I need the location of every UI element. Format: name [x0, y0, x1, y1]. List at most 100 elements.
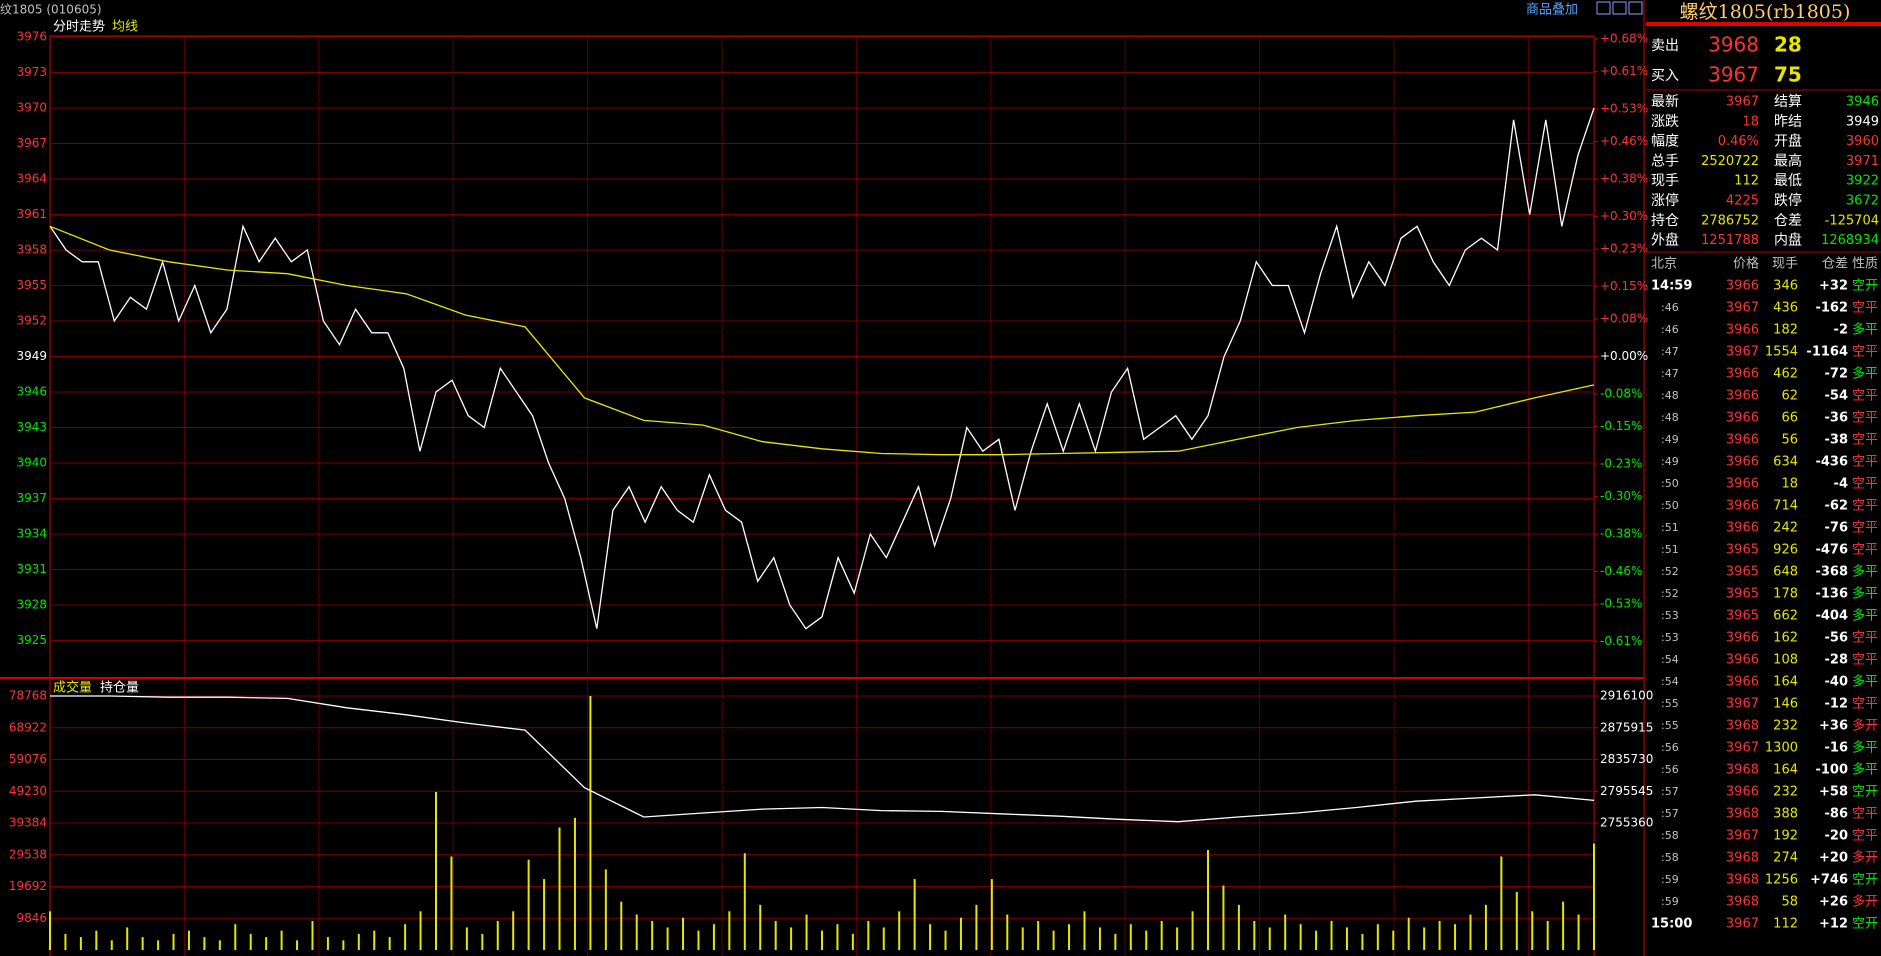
volume-bar [944, 930, 947, 950]
tick-nature: 多平 [1852, 762, 1878, 778]
tick-volume: 232 [1773, 719, 1798, 734]
tick-oi-change: -476 [1815, 543, 1848, 558]
tick-volume: 62 [1781, 389, 1798, 404]
tick-time: :59 [1661, 873, 1679, 886]
y-tick-label: 3973 [16, 65, 47, 79]
volume-bar [126, 927, 129, 950]
volume-bar [1407, 917, 1410, 950]
tick-price: 3968 [1726, 851, 1759, 866]
volume-bar [1531, 911, 1534, 950]
stat-value: 4225 [1726, 194, 1759, 209]
tick-volume: 388 [1773, 807, 1798, 822]
volume-bar [64, 933, 67, 950]
volume-bar [110, 940, 113, 950]
volume-bar [311, 920, 314, 950]
volume-bar [496, 920, 499, 950]
tick-nature: 空平 [1852, 653, 1878, 668]
tick-price: 3968 [1726, 807, 1759, 822]
tick-volume: 274 [1773, 851, 1798, 866]
y2-tick-label: -0.53% [1600, 597, 1642, 611]
quote-label: 买入 [1651, 68, 1679, 84]
tick-nature: 空平 [1852, 301, 1878, 316]
volume-bar [342, 940, 345, 950]
volume-bar [527, 859, 530, 950]
tick-price: 3968 [1726, 763, 1759, 778]
tick-price: 3968 [1726, 873, 1759, 888]
y-tick-label: 3949 [16, 349, 47, 363]
icon[interactable] [1596, 1, 1611, 15]
tick-time: :53 [1661, 609, 1679, 622]
tick-nature: 空平 [1852, 433, 1878, 448]
tick-oi-change: -162 [1815, 301, 1848, 316]
tick-time: :56 [1661, 741, 1679, 754]
y-tick-label: 3943 [16, 420, 47, 434]
stat-label: 开盘 [1774, 133, 1802, 150]
volume-bar [1361, 933, 1364, 950]
volume-bar [790, 927, 793, 950]
stat-value: 18 [1742, 114, 1759, 129]
volume-bar [712, 924, 715, 950]
tick-volume: 1554 [1765, 345, 1798, 360]
tick-volume: 146 [1773, 697, 1798, 712]
tick-time: :52 [1661, 565, 1679, 578]
symbol-label: 纹1805 (010605) [0, 3, 102, 17]
volume-bar [1315, 930, 1318, 950]
volume-bar [635, 914, 638, 950]
window-icons [1596, 1, 1643, 15]
volume-bar [666, 927, 669, 950]
tick-oi-change: +20 [1819, 851, 1848, 866]
volume-bar [49, 911, 51, 950]
tick-price: 3965 [1726, 565, 1759, 580]
icon[interactable] [1628, 1, 1643, 15]
y-tick-label: 3946 [16, 385, 47, 399]
tick-nature: 空平 [1852, 411, 1878, 426]
volume-bar [141, 937, 144, 950]
y-tick-label: 68922 [9, 720, 47, 734]
y2-tick-label: 2916100 [1600, 689, 1653, 703]
y2-tick-label: -0.30% [1600, 489, 1642, 503]
volume-bar [620, 901, 623, 950]
volume-bar [512, 911, 515, 950]
tick-nature: 空平 [1852, 389, 1878, 404]
tick-time: :55 [1661, 697, 1679, 710]
stat-value: 3967 [1726, 95, 1759, 110]
tick-nature: 多平 [1852, 322, 1878, 338]
quote-title: 螺纹1805(rb1805) [1680, 1, 1851, 23]
volume-bar [990, 879, 993, 950]
icon[interactable] [1612, 1, 1627, 15]
stat-label: 最低 [1774, 173, 1802, 189]
legend-entry: 持仓量 [100, 681, 139, 696]
tick-volume: 182 [1773, 323, 1798, 338]
tick-volume: 462 [1773, 367, 1798, 382]
tick-oi-change: +58 [1819, 785, 1848, 800]
tick-price: 3967 [1726, 697, 1759, 712]
stat-label: 总手 [1651, 153, 1679, 169]
stat-label: 仓差 [1774, 213, 1802, 229]
y2-tick-label: 2835730 [1600, 752, 1653, 766]
volume-bar [558, 827, 561, 950]
tick-oi-change: -36 [1825, 411, 1849, 426]
tick-time: :47 [1661, 367, 1679, 380]
tick-time: :53 [1661, 631, 1679, 644]
tick-oi-change: +746 [1810, 873, 1848, 888]
tick-oi-change: +26 [1819, 895, 1848, 910]
volume-bar [836, 924, 839, 950]
overlay-button[interactable]: 商品叠加 [1526, 3, 1578, 18]
volume-bar [218, 940, 221, 950]
y2-tick-label: +0.38% [1600, 172, 1648, 186]
tick-price: 3966 [1726, 411, 1759, 426]
volume-bar [682, 917, 685, 950]
tick-header: 北京 [1651, 257, 1677, 272]
y-tick-label: 29538 [9, 847, 47, 861]
y2-tick-label: +0.46% [1600, 134, 1648, 148]
tick-volume: 714 [1773, 499, 1798, 514]
tick-nature: 空开 [1852, 279, 1878, 294]
tick-time: :52 [1661, 587, 1679, 600]
tick-time: :56 [1661, 763, 1679, 776]
tick-price: 3966 [1726, 785, 1759, 800]
volume-bar [1299, 924, 1302, 950]
tick-price: 3966 [1726, 455, 1759, 470]
volume-bar [1268, 927, 1271, 950]
tick-volume: 242 [1773, 521, 1798, 536]
